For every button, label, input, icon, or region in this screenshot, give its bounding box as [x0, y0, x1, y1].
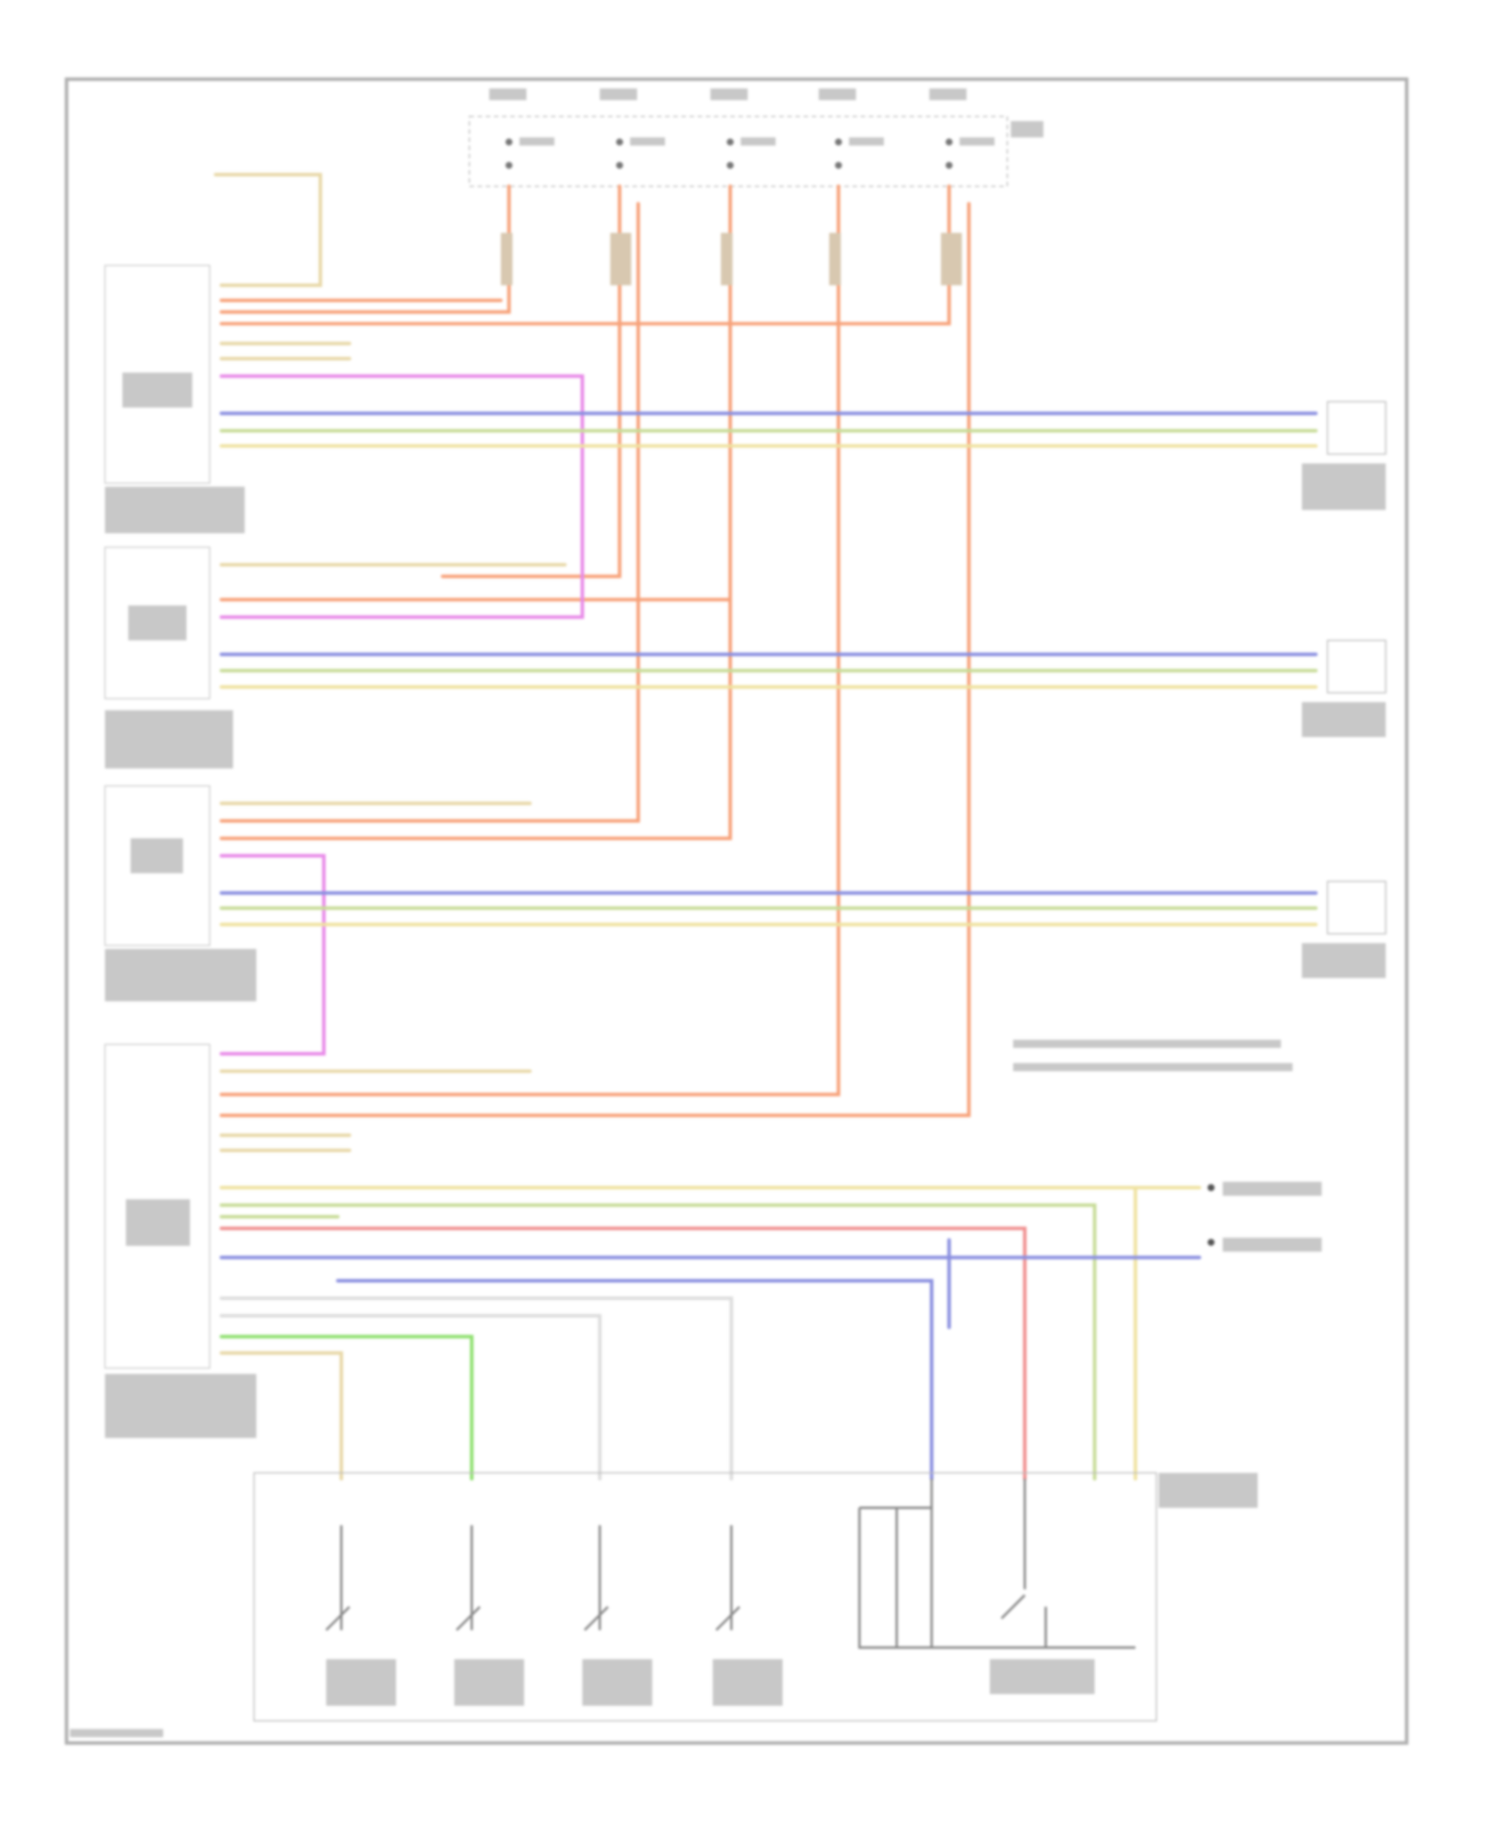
sensor-wires: [219, 411, 1318, 927]
inline-connectors: [500, 232, 962, 286]
pink-wires: [219, 374, 585, 1056]
fuse-2: [599, 88, 666, 169]
ground-labels: [1207, 1181, 1322, 1252]
ground-wires: [213, 172, 567, 1153]
diagram-code: [70, 1729, 164, 1738]
sensor-right-1: [1301, 401, 1387, 510]
lower-wires: [219, 1185, 1202, 1481]
module-right-rear: [104, 546, 234, 769]
diagram-frame: [64, 77, 1409, 1745]
fuse-4: [818, 88, 884, 169]
notes: [1013, 1039, 1293, 1072]
fuse-5: [929, 88, 995, 169]
power-wires: [219, 184, 971, 1118]
module-front-passenger: [104, 264, 245, 534]
module-left-rear: [104, 785, 257, 1002]
module-driver: [104, 1043, 257, 1438]
sensor-right-3: [1301, 880, 1387, 979]
fuse-3: [710, 88, 776, 169]
switch-assembly: [253, 1472, 1258, 1722]
fuse-box: [468, 88, 1044, 187]
sensor-right-2: [1301, 639, 1387, 738]
fuse-1: [489, 88, 555, 169]
